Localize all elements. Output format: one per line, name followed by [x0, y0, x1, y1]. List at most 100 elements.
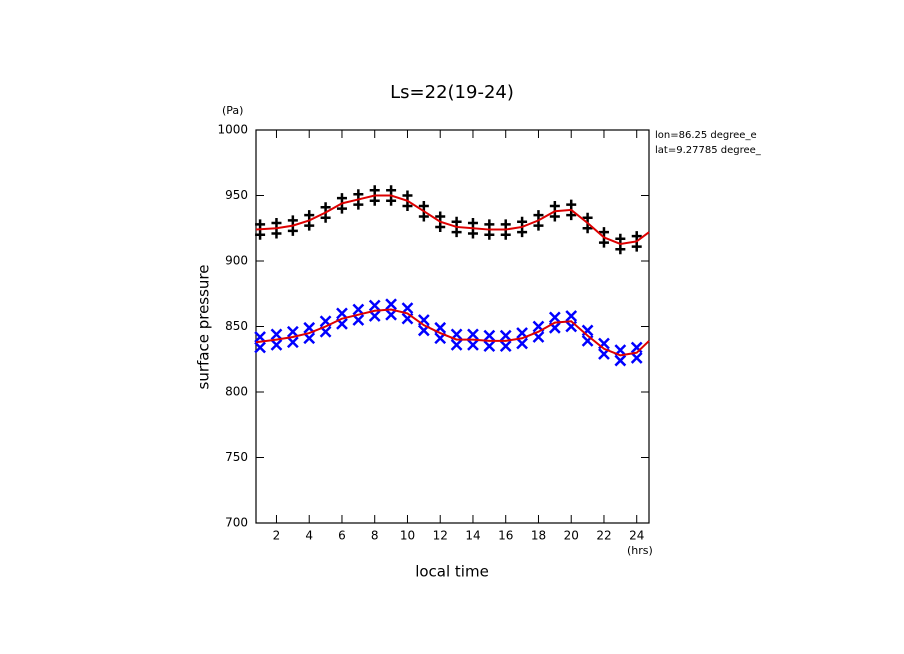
point — [516, 337, 528, 350]
point — [401, 302, 414, 315]
point — [450, 338, 463, 351]
x-tick-label: 24 — [629, 529, 644, 543]
point — [352, 314, 365, 326]
point — [630, 352, 643, 364]
fit-line — [255, 308, 650, 357]
point — [598, 237, 609, 248]
point — [353, 189, 364, 200]
y-tick-label: 850 — [225, 319, 248, 333]
point — [517, 227, 528, 238]
fit-line — [255, 194, 650, 246]
point — [286, 325, 299, 338]
x-tick-label: 16 — [498, 529, 513, 543]
chart-title: Ls=22(19-24) — [390, 82, 514, 103]
point — [254, 341, 266, 354]
x-axis-label: local time — [415, 563, 489, 581]
y-tick-label: 1000 — [217, 123, 248, 137]
y-axis-label: surface pressure — [195, 265, 213, 390]
point — [533, 210, 544, 221]
y-tick-label: 700 — [225, 516, 248, 530]
point — [631, 241, 642, 252]
point — [467, 218, 478, 229]
point — [255, 219, 266, 230]
point — [418, 211, 429, 222]
point — [566, 199, 577, 210]
x-tick-label: 4 — [305, 529, 313, 543]
point — [435, 221, 446, 232]
point — [467, 228, 478, 239]
x-tick-label: 6 — [338, 529, 346, 543]
y-tick-label: 750 — [225, 450, 248, 464]
point — [483, 329, 496, 342]
point — [566, 210, 577, 221]
point — [581, 324, 594, 337]
annotation: lat=9.27785 degree_ — [655, 145, 762, 156]
point — [582, 212, 593, 223]
point — [320, 202, 331, 213]
point — [533, 220, 544, 231]
point — [499, 340, 512, 353]
point — [483, 340, 496, 353]
point — [565, 310, 578, 322]
x-tick-label: 20 — [564, 529, 579, 543]
point — [631, 231, 642, 242]
point — [402, 190, 413, 201]
point — [451, 216, 462, 227]
point — [287, 225, 298, 236]
point — [304, 220, 315, 231]
point — [255, 229, 266, 240]
point — [369, 195, 380, 206]
point — [385, 298, 397, 311]
point — [402, 200, 413, 211]
point — [336, 193, 347, 204]
point — [286, 336, 299, 349]
point — [549, 211, 560, 222]
point — [565, 320, 578, 333]
annotation: lon=86.25 degree_e — [655, 130, 757, 141]
point — [500, 219, 511, 230]
point — [386, 195, 397, 206]
point — [484, 229, 495, 240]
y-unit: (Pa) — [222, 104, 243, 117]
point — [303, 332, 316, 345]
y-tick-label: 800 — [225, 385, 248, 399]
point — [270, 328, 283, 341]
point — [435, 211, 446, 222]
point — [615, 244, 626, 255]
x-tick-label: 18 — [531, 529, 546, 543]
point — [451, 227, 462, 238]
point — [352, 303, 365, 316]
point — [484, 219, 495, 230]
point — [548, 311, 561, 324]
point — [467, 338, 479, 351]
point — [614, 354, 627, 367]
point — [368, 310, 381, 322]
point — [304, 210, 315, 221]
x-tick-label: 2 — [273, 529, 281, 543]
point — [499, 329, 512, 342]
point — [336, 203, 347, 214]
point — [549, 200, 560, 211]
point — [287, 215, 298, 226]
x-unit: (hrs) — [627, 544, 653, 557]
point — [385, 308, 397, 321]
point — [368, 299, 381, 312]
point — [353, 199, 364, 210]
point — [418, 200, 429, 211]
y-tick-label: 900 — [225, 254, 248, 268]
point — [336, 307, 348, 320]
y-tick-label: 950 — [225, 188, 248, 202]
point — [615, 233, 626, 244]
x-tick-label: 12 — [433, 529, 448, 543]
x-tick-label: 14 — [465, 529, 480, 543]
point — [271, 228, 282, 239]
x-tick-label: 8 — [371, 529, 379, 543]
point — [517, 216, 528, 227]
x-tick-label: 22 — [596, 529, 611, 543]
x-tick-label: 10 — [400, 529, 415, 543]
point — [582, 223, 593, 234]
point — [598, 227, 609, 238]
point — [500, 229, 511, 240]
point — [630, 341, 643, 354]
